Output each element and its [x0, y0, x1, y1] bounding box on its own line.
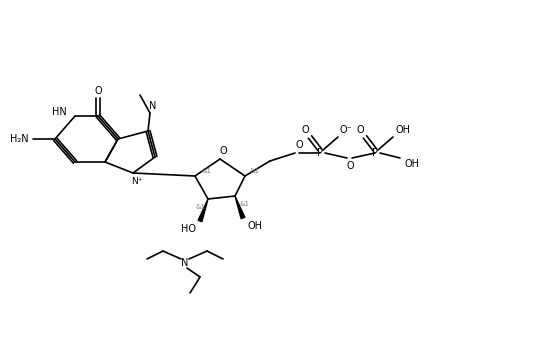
Polygon shape: [235, 196, 245, 219]
Text: N⁺: N⁺: [131, 178, 143, 186]
Text: O: O: [94, 86, 102, 96]
Text: OH: OH: [404, 159, 419, 169]
Text: OH: OH: [396, 125, 411, 135]
Text: O: O: [295, 140, 303, 150]
Text: HO: HO: [181, 224, 196, 234]
Text: N: N: [150, 101, 157, 111]
Text: &1: &1: [195, 204, 205, 210]
Text: H₂N: H₂N: [9, 134, 28, 144]
Text: O: O: [301, 125, 309, 135]
Text: P: P: [317, 148, 323, 158]
Text: O⁻: O⁻: [340, 125, 352, 135]
Text: OH: OH: [248, 221, 263, 231]
Text: &1: &1: [240, 201, 250, 207]
Text: N: N: [181, 258, 189, 268]
Text: O: O: [346, 161, 354, 171]
Text: &1: &1: [202, 168, 212, 174]
Text: P: P: [372, 148, 378, 158]
Polygon shape: [198, 199, 208, 222]
Text: O: O: [219, 146, 227, 156]
Text: O: O: [356, 125, 364, 135]
Text: HN: HN: [52, 107, 66, 117]
Text: &1: &1: [250, 168, 260, 174]
